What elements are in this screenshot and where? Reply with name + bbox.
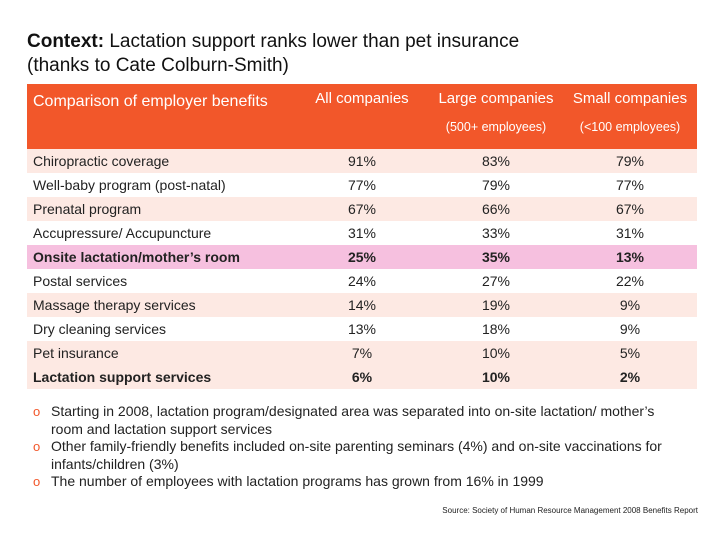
note-text: The number of employees with lactation p… [51, 473, 544, 489]
header-comparison: Comparison of employer benefits [27, 84, 295, 149]
table-row: Dry cleaning services 13% 18% 9% [27, 317, 697, 341]
table-row: Accupressure/ Accupuncture 31% 33% 31% [27, 221, 697, 245]
benefit-label: Onsite lactation/mother’s room [27, 245, 295, 269]
large-companies-value: 35% [429, 245, 563, 269]
benefits-table: Comparison of employer benefits All comp… [27, 84, 697, 389]
title-line2: (thanks to Cate Colburn-Smith) [27, 55, 289, 76]
bullet-marker-icon: o [33, 439, 41, 454]
small-companies-value: 67% [563, 197, 697, 221]
small-companies-value: 31% [563, 221, 697, 245]
benefit-label: Accupressure/ Accupuncture [27, 221, 295, 245]
all-companies-value: 6% [295, 365, 429, 389]
notes-list: o Starting in 2008, lactation program/de… [33, 403, 683, 491]
table-row: Chiropractic coverage 91% 83% 79% [27, 149, 697, 173]
table-row: Prenatal program 67% 66% 67% [27, 197, 697, 221]
benefit-label: Postal services [27, 269, 295, 293]
header-large: Large companies (500+ employees) [429, 84, 563, 149]
small-companies-value: 79% [563, 149, 697, 173]
header-all-label: All companies [315, 90, 409, 107]
benefit-label: Well-baby program (post-natal) [27, 173, 295, 197]
title-label: Context: [27, 31, 105, 52]
slide-title: Context: Lactation support ranks lower t… [27, 30, 707, 78]
all-companies-value: 14% [295, 293, 429, 317]
small-companies-value: 77% [563, 173, 697, 197]
table-row: Postal services 24% 27% 22% [27, 269, 697, 293]
large-companies-value: 10% [429, 365, 563, 389]
benefit-label: Massage therapy services [27, 293, 295, 317]
large-companies-value: 18% [429, 317, 563, 341]
large-companies-value: 19% [429, 293, 563, 317]
table-row: Pet insurance 7% 10% 5% [27, 341, 697, 365]
small-companies-value: 2% [563, 365, 697, 389]
source-note: Source: Society of Human Resource Manage… [442, 506, 698, 515]
note-item: o The number of employees with lactation… [33, 473, 683, 491]
note-text: Starting in 2008, lactation program/desi… [51, 403, 655, 437]
small-companies-value: 5% [563, 341, 697, 365]
all-companies-value: 67% [295, 197, 429, 221]
table-header-row: Comparison of employer benefits All comp… [27, 84, 697, 149]
small-companies-value: 9% [563, 317, 697, 341]
benefit-label: Lactation support services [27, 365, 295, 389]
all-companies-value: 25% [295, 245, 429, 269]
small-companies-value: 13% [563, 245, 697, 269]
all-companies-value: 13% [295, 317, 429, 341]
bullet-marker-icon: o [33, 474, 41, 489]
all-companies-value: 91% [295, 149, 429, 173]
all-companies-value: 77% [295, 173, 429, 197]
table-row: Onsite lactation/mother’s room 25% 35% 13% [27, 245, 697, 269]
large-companies-value: 33% [429, 221, 563, 245]
header-all: All companies [295, 84, 429, 149]
large-companies-value: 79% [429, 173, 563, 197]
large-companies-value: 10% [429, 341, 563, 365]
large-companies-value: 83% [429, 149, 563, 173]
benefit-label: Prenatal program [27, 197, 295, 221]
header-small-label: Small companies [572, 90, 688, 107]
note-item: o Starting in 2008, lactation program/de… [33, 403, 683, 438]
note-item: o Other family-friendly benefits include… [33, 438, 683, 473]
bullet-marker-icon: o [33, 404, 41, 419]
table-row: Massage therapy services 14% 19% 9% [27, 293, 697, 317]
all-companies-value: 31% [295, 221, 429, 245]
header-small: Small companies (<100 employees) [563, 84, 697, 149]
large-companies-value: 27% [429, 269, 563, 293]
benefit-label: Pet insurance [27, 341, 295, 365]
benefit-label: Chiropractic coverage [27, 149, 295, 173]
table-row: Well-baby program (post-natal) 77% 79% 77% [27, 173, 697, 197]
small-companies-value: 22% [563, 269, 697, 293]
all-companies-value: 24% [295, 269, 429, 293]
table-row: Lactation support services 6% 10% 2% [27, 365, 697, 389]
large-companies-value: 66% [429, 197, 563, 221]
small-companies-value: 9% [563, 293, 697, 317]
header-small-sub: (<100 employees) [579, 120, 681, 134]
table-body: Chiropractic coverage 91% 83% 79% Well-baby … [27, 149, 697, 389]
title-line1: Lactation support ranks lower than pet i… [109, 31, 520, 52]
header-large-label: Large companies [438, 90, 554, 107]
header-large-sub: (500+ employees) [445, 120, 547, 134]
benefit-label: Dry cleaning services [27, 317, 295, 341]
note-text: Other family-friendly benefits included … [51, 438, 662, 472]
all-companies-value: 7% [295, 341, 429, 365]
